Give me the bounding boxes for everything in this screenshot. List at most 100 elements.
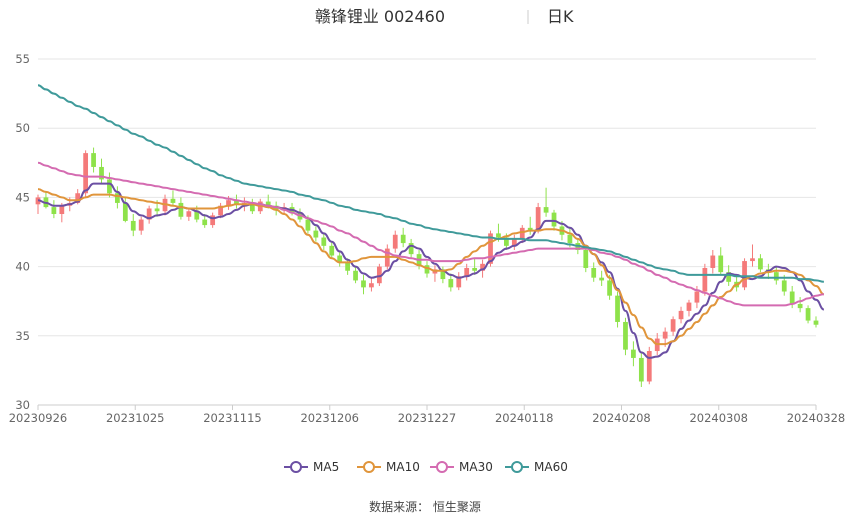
candle (337, 251, 343, 267)
candle (392, 230, 398, 253)
candle-body (678, 310, 684, 320)
candle-body (464, 267, 470, 277)
candle (464, 263, 470, 281)
candle-body (519, 227, 525, 239)
candle (511, 234, 517, 250)
candle-body (138, 219, 144, 231)
candle-body (504, 237, 509, 246)
candle-body (781, 280, 787, 292)
candle-body (615, 295, 620, 322)
y-axis: 30 35 40 45 50 55 (15, 52, 30, 412)
candle (638, 352, 644, 388)
candle-body (210, 215, 216, 226)
candle (448, 273, 454, 292)
candle (313, 226, 319, 242)
legend[interactable]: MA5 MA10 MA30 MA60 (284, 460, 568, 474)
candle (773, 266, 779, 285)
grid-lines (38, 58, 816, 406)
candle (519, 225, 525, 244)
legend-item-ma30[interactable]: MA30 (430, 460, 493, 474)
candle (591, 262, 597, 282)
candle (186, 208, 192, 221)
candle (607, 274, 612, 300)
candle-body (448, 279, 454, 288)
candle (432, 265, 438, 282)
candle (234, 194, 239, 209)
candle-body (170, 198, 176, 203)
candle (400, 227, 406, 248)
candle-body (313, 230, 319, 238)
candle (805, 305, 811, 324)
candle (631, 341, 636, 367)
candle-body (670, 319, 676, 332)
candle (670, 316, 676, 336)
y-tick-label: 30 (15, 398, 30, 412)
candle-body (567, 234, 573, 244)
candle-body (686, 302, 692, 311)
candle (115, 186, 120, 209)
stock-title: 赣锋锂业 002460 (315, 7, 445, 26)
candle-body (511, 238, 517, 246)
legend-marker (290, 461, 302, 473)
candle (99, 158, 104, 184)
x-tick-label: 20240118 (495, 411, 554, 425)
candle-body (369, 283, 374, 288)
candle (138, 216, 144, 235)
candle-body (805, 308, 811, 321)
candle (51, 200, 57, 219)
candle-body (496, 233, 501, 238)
legend-item-ma60[interactable]: MA60 (505, 460, 568, 474)
candle-body (599, 277, 605, 281)
candle (218, 202, 223, 219)
candle-body (750, 258, 755, 262)
candle-body (329, 245, 335, 256)
ma-line-ma30 (37, 161, 824, 307)
candle (797, 297, 803, 313)
candle (369, 277, 374, 292)
legend-label: MA5 (313, 460, 339, 474)
candle-body (130, 220, 136, 231)
candle-body (392, 234, 398, 249)
legend-marker (511, 461, 523, 473)
candle-body (472, 267, 478, 271)
x-tick-label: 20231025 (106, 411, 165, 425)
x-tick-label: 20240308 (689, 411, 748, 425)
ma-line-ma60 (37, 84, 824, 283)
candle (146, 205, 152, 224)
candle-body (535, 207, 541, 231)
data-source: 数据来源： 恒生聚源 (369, 499, 481, 514)
candle-body (607, 280, 612, 296)
candle-body (202, 219, 208, 226)
candle (678, 306, 684, 324)
legend-label: MA10 (386, 460, 420, 474)
candle-body (480, 263, 485, 271)
candle (440, 266, 446, 284)
candle-body (345, 262, 350, 271)
candle-body (583, 249, 589, 268)
legend-item-ma5[interactable]: MA5 (284, 460, 339, 474)
candle-body (551, 212, 557, 227)
candle (35, 194, 41, 215)
candle (472, 258, 478, 275)
candle-body (527, 227, 533, 231)
candle-body (718, 255, 724, 273)
period-label: 日K (547, 7, 574, 26)
candle-body (234, 200, 239, 205)
candle (710, 249, 716, 274)
candle-body (646, 351, 652, 382)
candle-body (623, 321, 628, 350)
candle-body (91, 153, 96, 167)
candle-body (146, 208, 152, 220)
y-tick-label: 45 (15, 190, 30, 204)
legend-item-ma10[interactable]: MA10 (357, 460, 420, 474)
candle-body (797, 303, 803, 309)
candle-body (789, 291, 795, 304)
x-axis: 20230926 20231025 20231115 20231206 20231227… (9, 405, 845, 425)
candle (345, 258, 350, 275)
candle-body (305, 219, 311, 231)
candle-body (51, 207, 57, 215)
candle (742, 258, 747, 291)
candle (424, 261, 430, 278)
candle-body (83, 153, 89, 194)
